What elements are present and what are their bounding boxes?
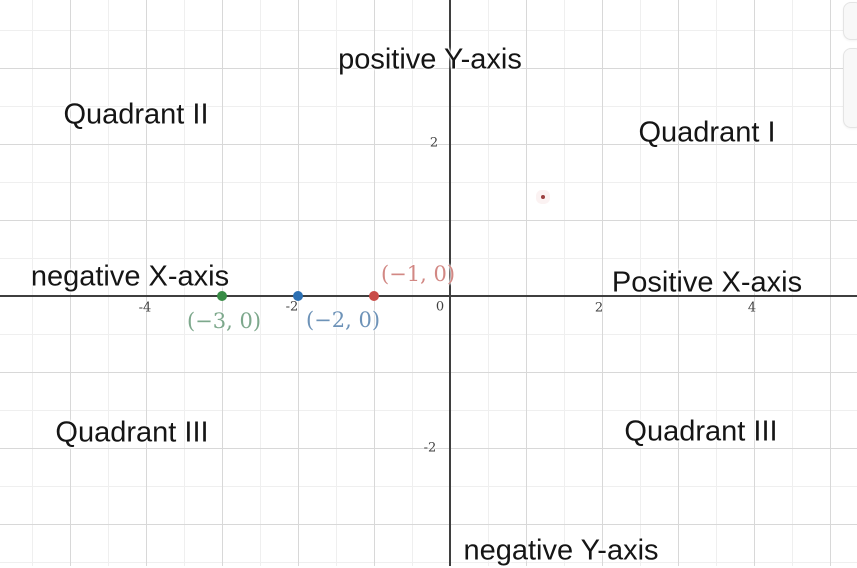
- x-tick--2: -2: [285, 299, 299, 315]
- x-tick-0: 0: [435, 299, 445, 315]
- label-negative-x-axis: negative X-axis: [30, 260, 230, 293]
- y-tick-2: 2: [429, 135, 439, 151]
- point-neg3-0-label: (−3, 0): [186, 309, 262, 333]
- x-tick-4: 4: [747, 300, 757, 316]
- x-tick-2: 2: [594, 300, 604, 316]
- y-axis-line: [449, 0, 451, 566]
- label-negative-y-axis: negative Y-axis: [463, 534, 659, 567]
- point-neg1-0-dot[interactable]: [369, 291, 379, 301]
- point-neg1-0-label: (−1, 0): [380, 262, 456, 286]
- tiny-point-dot[interactable]: [540, 195, 545, 200]
- label-quadrant-3-right: Quadrant III: [624, 415, 778, 448]
- point-neg2-0-dot[interactable]: [293, 291, 303, 301]
- x-axis-line: [0, 295, 857, 297]
- label-positive-y-axis: positive Y-axis: [338, 43, 522, 76]
- label-quadrant-1: Quadrant I: [638, 116, 776, 149]
- label-quadrant-2: Quadrant II: [63, 98, 209, 131]
- edge-control-bottom[interactable]: [843, 48, 857, 128]
- edge-control-top[interactable]: [843, 2, 857, 40]
- x-tick--4: -4: [138, 300, 152, 316]
- point-neg2-0-label: (−2, 0): [305, 308, 381, 332]
- label-positive-x-axis: Positive X-axis: [611, 266, 803, 299]
- y-tick--2: -2: [423, 440, 437, 456]
- label-quadrant-3-left: Quadrant III: [55, 416, 209, 449]
- point-neg3-0-dot[interactable]: [217, 291, 227, 301]
